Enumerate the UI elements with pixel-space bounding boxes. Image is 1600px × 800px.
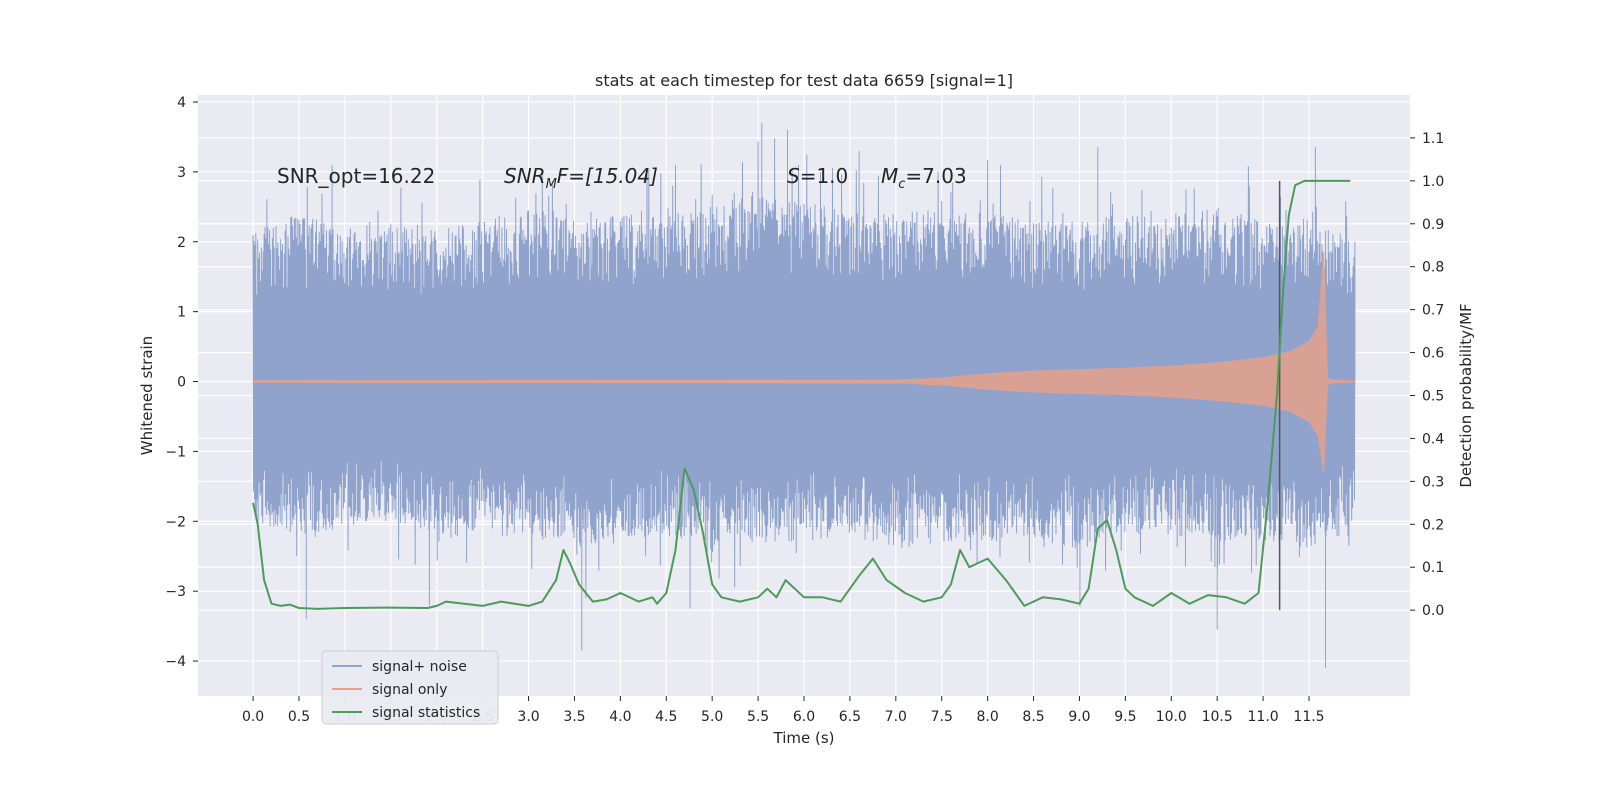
y-tick-label-right: 0.4 xyxy=(1422,431,1444,447)
x-tick-label: 11.5 xyxy=(1293,709,1324,725)
y-tick-label-right: 1.0 xyxy=(1422,174,1444,190)
y-tick-label-left: −1 xyxy=(165,444,186,460)
x-tick-label: 10.0 xyxy=(1156,709,1187,725)
y-tick-label-left: 4 xyxy=(177,95,186,111)
y-tick-label-right: 0.7 xyxy=(1422,303,1444,319)
y-tick-label-left: −4 xyxy=(165,654,186,670)
x-tick-label: 9.0 xyxy=(1068,709,1090,725)
x-tick-label: 3.5 xyxy=(563,709,585,725)
x-tick-label: 5.5 xyxy=(747,709,769,725)
legend-label: signal only xyxy=(372,682,447,698)
legend-box xyxy=(321,650,499,725)
x-axis-label: Time (s) xyxy=(773,729,835,747)
annotation-snr-mf-rest: F=[15.04] xyxy=(557,164,658,188)
y-tick-label-left: 0 xyxy=(177,375,186,391)
annotation-mc-rest: =7.03 xyxy=(905,164,966,188)
y-tick-label-right: 0.0 xyxy=(1422,603,1444,619)
y-tick-label-left: 3 xyxy=(177,165,186,181)
x-tick-label: 0.5 xyxy=(288,709,310,725)
y-tick-label-right: 0.5 xyxy=(1422,389,1444,405)
y-tick-label-right: 0.9 xyxy=(1422,217,1444,233)
annotation-mc: Mc=7.03 xyxy=(881,164,967,192)
x-tick-label: 6.0 xyxy=(793,709,815,725)
y-tick-label-right: 0.2 xyxy=(1422,517,1444,533)
y-tick-label-right: 0.8 xyxy=(1422,260,1444,276)
series-signal-plus-noise xyxy=(252,123,1356,668)
annotation-snr-mf-sub: M xyxy=(546,177,557,192)
legend: signal+ noise signal only signal statistic… xyxy=(321,650,499,725)
annotation-snr-mf: SNRMF=[15.04] xyxy=(504,164,658,192)
x-tick-label: 10.5 xyxy=(1202,709,1233,725)
x-tick-label: 4.5 xyxy=(655,709,677,725)
y-tick-label-right: 0.1 xyxy=(1422,560,1444,576)
y-tick-label-left: 1 xyxy=(177,305,186,321)
legend-label: signal statistics xyxy=(372,705,480,721)
tick-labels: 0.00.51.01.52.02.53.03.54.04.55.05.56.06… xyxy=(165,95,1444,725)
y-tick-label-right: 0.3 xyxy=(1422,474,1444,490)
x-tick-label: 8.0 xyxy=(977,709,999,725)
x-tick-label: 7.5 xyxy=(931,709,953,725)
y-tick-label-right: 1.1 xyxy=(1422,131,1444,147)
y-tick-label-right: 0.6 xyxy=(1422,346,1444,362)
annotations: SNR_opt=16.22 SNRMF=[15.04] S=1.0 Mc=7.0… xyxy=(277,164,967,192)
x-tick-label: 7.0 xyxy=(885,709,907,725)
annotation-s-main: S xyxy=(787,164,800,188)
y-axis-label-left: Whitened strain xyxy=(138,336,156,455)
y-tick-label-left: −2 xyxy=(165,514,186,530)
annotation-mc-sub: c xyxy=(898,177,905,192)
y-tick-label-left: −3 xyxy=(165,584,186,600)
x-tick-label: 9.5 xyxy=(1114,709,1136,725)
x-tick-label: 0.0 xyxy=(242,709,264,725)
plot-layer xyxy=(252,123,1356,668)
annotation-snr-mf-main: SNR xyxy=(504,164,546,188)
x-tick-label: 4.0 xyxy=(609,709,631,725)
annotation-s: S=1.0 xyxy=(787,164,848,188)
y-tick-label-left: 2 xyxy=(177,235,186,251)
annotation-mc-main: M xyxy=(881,164,898,188)
series-signal-only xyxy=(252,252,1356,473)
series-signal-statistics xyxy=(252,179,1351,610)
x-tick-label: 8.5 xyxy=(1022,709,1044,725)
annotation-snr-opt: SNR_opt=16.22 xyxy=(277,164,435,188)
y-axis-label-right: Detection probability/MF xyxy=(1457,303,1475,487)
legend-label: signal+ noise xyxy=(372,659,467,675)
x-tick-label: 6.5 xyxy=(839,709,861,725)
annotation-s-rest: =1.0 xyxy=(800,164,849,188)
x-tick-label: 11.0 xyxy=(1248,709,1279,725)
x-tick-label: 5.0 xyxy=(701,709,723,725)
x-tick-label: 3.0 xyxy=(517,709,539,725)
chart-title: stats at each timestep for test data 665… xyxy=(595,71,1013,90)
